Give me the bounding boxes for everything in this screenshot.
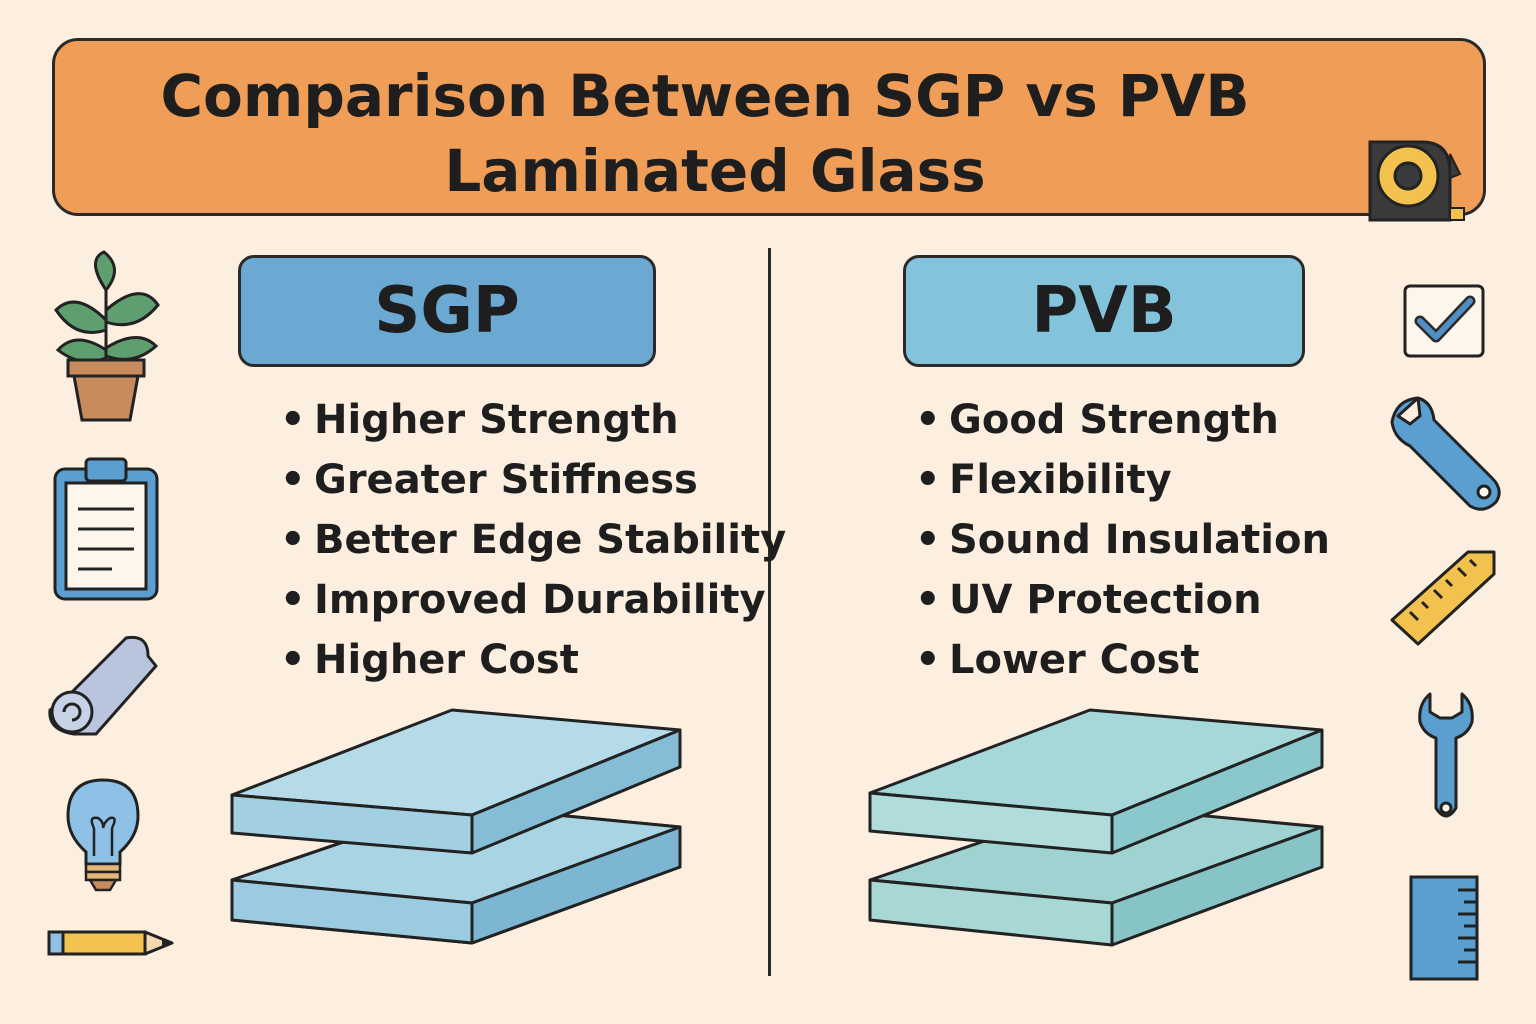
bullet: • — [280, 577, 306, 623]
bullet: • — [915, 577, 941, 623]
clipboard-icon — [53, 457, 159, 601]
title-line-1: Comparison Between SGP vs PVB — [160, 62, 1250, 130]
tape-measure-icon — [1368, 140, 1465, 222]
pencil-icon — [47, 930, 174, 956]
rolled-sheet-icon — [48, 635, 158, 736]
sgp-header: SGP — [238, 255, 656, 367]
bullet: • — [280, 397, 306, 443]
bullet: • — [915, 457, 941, 503]
list-item: • Sound Insulation — [915, 510, 1330, 570]
center-divider — [768, 248, 771, 976]
pvb-header: PVB — [903, 255, 1305, 367]
list-item: • Improved Durability — [280, 570, 786, 630]
bullet: • — [280, 457, 306, 503]
bullet: • — [915, 397, 941, 443]
pvb-header-label: PVB — [1031, 274, 1177, 348]
plant-icon — [54, 250, 160, 422]
ruler-icon — [1390, 550, 1496, 646]
pvb-feature-list: • Good Strength • Flexibility • Sound Insul… — [915, 390, 1330, 690]
small-wrench-icon — [1418, 692, 1474, 818]
list-item: • Good Strength — [915, 390, 1330, 450]
pvb-glass-illustration — [868, 708, 1324, 947]
sgp-feature-list: • Higher Strength • Greater Stiffness • Bet… — [280, 390, 786, 690]
bullet: • — [915, 637, 941, 683]
bullet: • — [280, 517, 306, 563]
sgp-glass-illustration — [230, 708, 682, 945]
list-item: • Lower Cost — [915, 630, 1330, 690]
list-item: • UV Protection — [915, 570, 1330, 630]
list-item: • Flexibility — [915, 450, 1330, 510]
measuring-ruler-icon — [1409, 875, 1479, 981]
list-item: • Higher Cost — [280, 630, 786, 690]
title-banner: Comparison Between SGP vs PVB Laminated … — [52, 38, 1486, 216]
sgp-header-label: SGP — [374, 274, 520, 348]
list-item: • Better Edge Stability — [280, 510, 786, 570]
bullet: • — [915, 517, 941, 563]
list-item: • Higher Strength — [280, 390, 786, 450]
light-bulb-icon — [66, 778, 140, 892]
title-line-2: Laminated Glass — [444, 137, 986, 205]
bullet: • — [280, 637, 306, 683]
list-item: • Greater Stiffness — [280, 450, 786, 510]
checkbox-icon — [1403, 284, 1485, 358]
wrench-icon — [1390, 396, 1501, 511]
